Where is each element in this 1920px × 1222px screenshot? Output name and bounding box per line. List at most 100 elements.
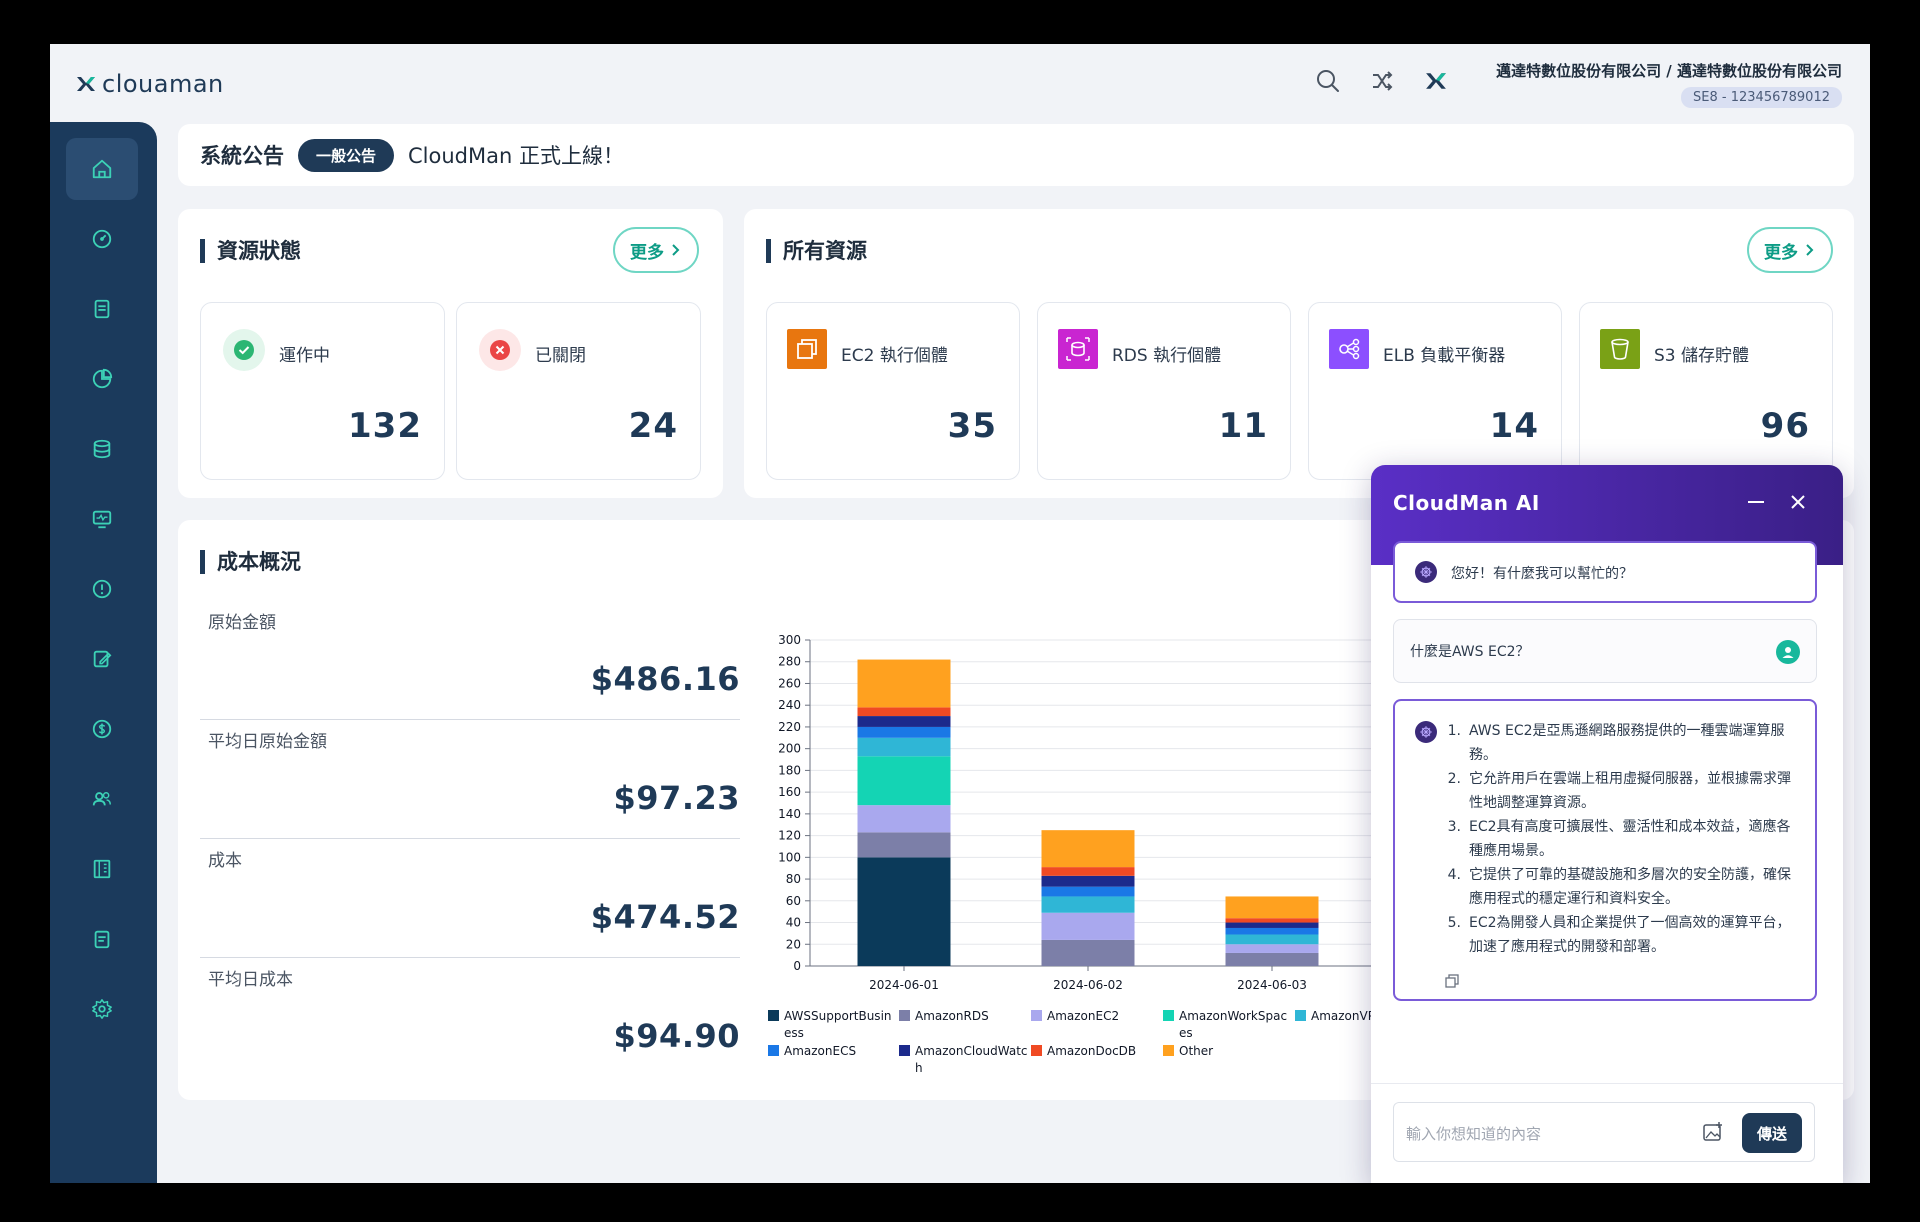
send-button[interactable]: 傳送 (1742, 1113, 1802, 1153)
bar-segment (857, 716, 951, 727)
y-tick-label: 0 (793, 959, 801, 973)
resource-label: RDS 執行個體 (1112, 346, 1222, 366)
chat-input-placeholder[interactable]: 輸入你想知道的內容 (1406, 1125, 1542, 1143)
cost-label: 原始金額 (208, 613, 276, 633)
announcement-text[interactable]: CloudMan 正式上線！ (408, 144, 624, 168)
copy-icon[interactable] (1445, 973, 1459, 992)
y-tick-label: 20 (786, 937, 801, 951)
users-icon (92, 792, 111, 806)
chevron-right-icon (1806, 244, 1814, 256)
sidebar-item-billing[interactable] (66, 698, 138, 760)
y-tick-label: 180 (778, 763, 801, 777)
sidebar-item-alerts[interactable] (66, 558, 138, 620)
legend-label: AmazonECS (784, 1044, 856, 1058)
close-circle-icon (479, 329, 521, 371)
bar-segment (1225, 896, 1319, 919)
legend-swatch (768, 1010, 779, 1021)
sidebar-item-dashboard[interactable] (66, 208, 138, 270)
ai-greeting-message: 您好！有什麼我可以幫忙的？ (1393, 541, 1817, 603)
legend-swatch (1163, 1045, 1174, 1056)
chat-input-area: 輸入你想知道的內容 傳送 (1371, 1083, 1843, 1183)
legend-label-continued: es (1179, 1026, 1193, 1040)
bar-segment (857, 726, 951, 738)
resource-rds[interactable]: RDS 執行個體 11 (1037, 302, 1291, 480)
app-screen: clouaman 邁達特數位股份有限公司 / 邁達特數位股份有限公司 SE8 -… (50, 44, 1870, 1183)
legend-label: AmazonDocDB (1047, 1044, 1136, 1058)
cloudman-brand-icon[interactable] (1423, 68, 1449, 94)
list-item: 4. 它提供了可靠的基礎設施和多層次的安全防護，確保應用程式的穩定運行和資料安全。 (1447, 867, 1791, 907)
legend-label: AmazonRDS (915, 1009, 989, 1023)
resource-value: 14 (1489, 406, 1539, 446)
sidebar-item-settings[interactable] (66, 978, 138, 1040)
company-info[interactable]: 邁達特數位股份有限公司 / 邁達特數位股份有限公司 SE8 - 12345678… (1496, 60, 1842, 108)
minimize-icon[interactable] (1743, 489, 1769, 515)
sidebar-item-organization[interactable] (66, 838, 138, 900)
sidebar-item-monitor[interactable] (66, 488, 138, 550)
resource-ec2[interactable]: EC2 執行個體 35 (766, 302, 1020, 480)
resource-label: EC2 執行個體 (841, 346, 948, 366)
sidebar-item-users[interactable] (66, 768, 138, 830)
sidebar-item-home[interactable] (66, 138, 138, 200)
y-tick-label: 200 (778, 742, 801, 756)
rds-icon (1058, 329, 1098, 369)
announcement-title: 系統公告 (200, 144, 284, 168)
y-tick-label: 280 (778, 655, 801, 669)
shuffle-icon[interactable] (1369, 68, 1395, 94)
legend-label: AWSSupportBusin (784, 1009, 892, 1023)
all-resources-title: 所有資源 (766, 239, 867, 263)
sidebar-item-reports[interactable] (66, 348, 138, 410)
legend-label-continued: h (915, 1061, 923, 1075)
logo-mark-icon (77, 77, 95, 91)
more-label: 更多 (1764, 242, 1798, 263)
image-upload-icon[interactable] (1702, 1121, 1724, 1147)
clipboard-icon (94, 930, 110, 949)
resource-elb[interactable]: ELB 負載平衡器 14 (1308, 302, 1562, 480)
resource-status-title: 資源狀態 (200, 239, 301, 263)
sidebar-item-edit[interactable] (66, 628, 138, 690)
document-icon (94, 299, 110, 319)
running-stat[interactable]: 運作中 132 (200, 302, 445, 480)
legend-label-continued: ess (784, 1026, 804, 1040)
x-tick-label: 2024-06-01 (869, 978, 939, 992)
sidebar-item-tasks[interactable] (66, 908, 138, 970)
legend-swatch (899, 1010, 910, 1021)
ai-answer-message: 1. AWS EC2是亞馬遜網路服務提供的一種雲端運算服務。 2. 它允許用戶在雲端… (1393, 699, 1817, 1001)
y-tick-label: 240 (778, 698, 801, 712)
ai-answer-list: 1. AWS EC2是亞馬遜網路服務提供的一種雲端運算服務。 2. 它允許用戶在雲端… (1439, 719, 1799, 959)
pie-chart-icon (92, 368, 113, 389)
chat-title: CloudMan AI (1393, 491, 1540, 515)
bar-segment (857, 805, 951, 833)
logo-text: clouaman (102, 70, 224, 98)
cost-overview-title: 成本概況 (200, 550, 301, 574)
settings-icon (92, 999, 112, 1019)
search-icon[interactable] (1315, 68, 1341, 94)
sidebar-item-document[interactable] (66, 278, 138, 340)
legend-label: AmazonWorkSpac (1179, 1009, 1287, 1023)
building-icon (93, 859, 111, 879)
dashboard-icon (92, 229, 112, 249)
cost-row-daily-cost: 平均日成本 $94.90 (200, 959, 740, 1077)
cost-value: $486.16 (590, 660, 740, 698)
cost-stacked-bar-chart: 0 20 40 60 80 100 120 140 160 180 200 220 240 260 280 3… (768, 633, 1430, 1075)
sidebar-item-database[interactable] (66, 418, 138, 480)
resource-s3[interactable]: S3 儲存貯體 96 (1579, 302, 1833, 480)
chat-input-box[interactable]: 輸入你想知道的內容 傳送 (1393, 1102, 1815, 1162)
bar-segment (1225, 922, 1319, 928)
announcement-tag[interactable]: 一般公告 (298, 138, 395, 172)
ec2-icon (787, 329, 827, 369)
close-icon[interactable] (1785, 489, 1811, 515)
y-tick-label: 220 (778, 720, 801, 734)
all-resources-more-button[interactable]: 更多 (1747, 227, 1833, 273)
database-icon (93, 439, 111, 459)
bar-segment (1041, 875, 1135, 887)
legend-swatch (1031, 1010, 1042, 1021)
greeting-text: 您好！有什麼我可以幫忙的？ (1451, 566, 1633, 582)
y-tick-label: 60 (786, 894, 801, 908)
stopped-stat[interactable]: 已關閉 24 (456, 302, 701, 480)
list-item: 1. AWS EC2是亞馬遜網路服務提供的一種雲端運算服務。 (1447, 723, 1785, 763)
account-id-badge: SE8 - 123456789012 (1681, 87, 1842, 108)
y-tick-label: 120 (778, 829, 801, 843)
legend-label: AmazonVP (1311, 1009, 1375, 1023)
resource-status-more-button[interactable]: 更多 (613, 227, 699, 273)
logo[interactable]: clouaman (76, 70, 224, 98)
